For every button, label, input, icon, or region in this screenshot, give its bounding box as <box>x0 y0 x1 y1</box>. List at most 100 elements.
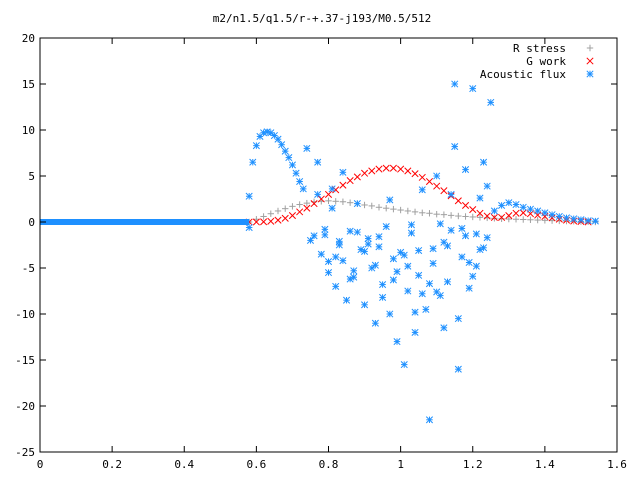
data-point <box>249 158 257 166</box>
data-point <box>281 214 289 222</box>
data-point <box>472 262 480 270</box>
data-point <box>346 227 354 235</box>
data-point <box>469 206 477 214</box>
legend-entry-label: R stress <box>513 42 566 55</box>
data-point <box>454 365 462 373</box>
data-point <box>353 228 361 236</box>
data-point <box>339 168 347 176</box>
data-point <box>285 154 293 162</box>
data-point <box>390 205 397 213</box>
data-point <box>490 207 498 215</box>
data-point <box>375 243 383 251</box>
data-point <box>461 166 470 174</box>
data-point <box>371 319 379 327</box>
data-point <box>440 324 448 332</box>
data-point <box>389 255 397 263</box>
data-point <box>433 210 440 218</box>
x-tick-label: 1.6 <box>607 458 627 471</box>
data-point <box>490 213 498 221</box>
data-point <box>455 212 462 220</box>
data-point <box>375 233 383 241</box>
data-point <box>350 267 358 275</box>
data-point <box>325 197 332 205</box>
data-point <box>346 275 354 283</box>
x-tick-label: 1 <box>397 458 404 471</box>
data-point <box>260 213 267 220</box>
data-point <box>426 210 433 217</box>
data-point <box>252 142 260 150</box>
data-point <box>480 244 488 252</box>
data-point <box>541 209 549 217</box>
data-point <box>534 207 542 215</box>
data-point <box>584 217 592 225</box>
data-point <box>353 173 361 181</box>
data-point <box>397 248 405 256</box>
data-point <box>469 272 477 280</box>
x-tick-label: 1.2 <box>463 458 483 471</box>
data-point <box>346 177 354 185</box>
data-point <box>411 328 419 336</box>
data-point <box>393 338 401 346</box>
legend-marker <box>586 57 594 65</box>
chart-title: m2/n1.5/q1.5/r-+.37-j193/M0.5/512 <box>213 12 432 25</box>
y-tick-label: 20 <box>22 32 35 45</box>
data-point <box>252 218 260 226</box>
data-point <box>274 207 282 215</box>
data-point <box>440 211 448 218</box>
data-point <box>317 250 325 258</box>
data-point <box>368 167 376 175</box>
data-point <box>317 195 325 203</box>
data-point <box>339 257 347 265</box>
data-point <box>498 215 505 222</box>
data-point <box>375 204 383 211</box>
data-point <box>418 173 426 181</box>
data-point <box>314 190 322 198</box>
data-point <box>346 199 354 206</box>
data-point <box>364 240 372 248</box>
data-point <box>436 220 444 228</box>
data-point <box>288 161 296 169</box>
data-point <box>498 213 506 221</box>
data-point <box>562 214 571 222</box>
data-point <box>454 197 462 205</box>
data-point <box>321 225 329 233</box>
data-point <box>425 280 434 288</box>
series-baseline-band <box>40 219 250 225</box>
data-point <box>512 209 520 217</box>
data-point <box>289 203 296 210</box>
data-point <box>570 215 578 223</box>
data-point <box>447 190 455 198</box>
data-point <box>368 264 376 272</box>
plot-marks <box>40 80 599 424</box>
data-point <box>382 223 390 231</box>
data-point <box>397 206 404 214</box>
data-point <box>321 231 329 239</box>
data-point <box>461 232 470 240</box>
data-point <box>451 80 459 88</box>
x-tick-label: 0.4 <box>174 458 194 471</box>
data-point <box>324 269 333 277</box>
data-point <box>339 181 347 189</box>
data-point <box>306 236 315 244</box>
data-point <box>462 213 469 220</box>
data-point <box>389 276 397 284</box>
x-tick-label: 0 <box>37 458 44 471</box>
data-point <box>512 216 520 223</box>
data-point <box>483 212 491 220</box>
data-point <box>419 209 426 216</box>
data-point <box>425 177 434 186</box>
legend-entry-label: G work <box>526 55 566 68</box>
data-point <box>278 141 286 149</box>
data-point <box>335 237 343 245</box>
data-point <box>267 210 274 217</box>
x-tick-label: 0.8 <box>319 458 339 471</box>
data-point <box>425 416 434 424</box>
data-point <box>433 182 441 190</box>
data-point <box>476 214 484 221</box>
data-point <box>491 215 498 222</box>
data-point <box>443 242 452 250</box>
data-point <box>440 187 448 195</box>
data-point <box>519 203 527 211</box>
